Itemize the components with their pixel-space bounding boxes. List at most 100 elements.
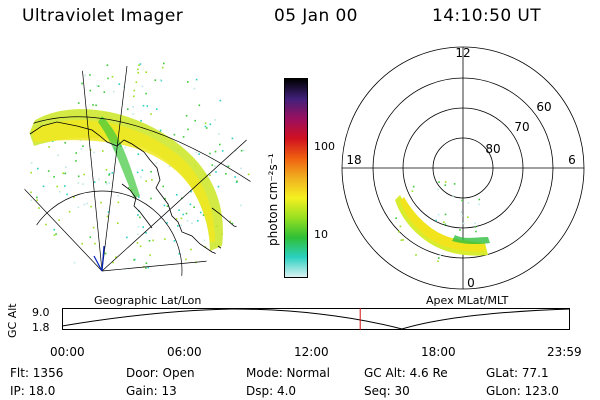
time-tick-1200: 12:00 <box>294 345 329 359</box>
speckle-pixel <box>105 181 107 183</box>
speckle-pixel <box>159 79 162 81</box>
speckle-pixel <box>92 104 94 106</box>
speckle-pixel <box>173 133 176 136</box>
speckle-pixel <box>108 174 110 176</box>
speckle-pixel <box>66 193 68 196</box>
colorbar-tick-100: 100 <box>314 140 335 153</box>
speckle-pixel <box>133 95 135 98</box>
speckle-pixel <box>112 261 114 264</box>
speckle-pixel <box>118 83 121 85</box>
speckle-pixel <box>93 181 96 183</box>
speckle-pixel <box>218 133 220 135</box>
speckle-pixel <box>102 150 104 152</box>
speckle-pixel <box>400 239 403 241</box>
speckle-pixel <box>77 102 80 104</box>
speckle-pixel <box>240 204 242 207</box>
speckle-pixel <box>145 92 147 95</box>
speckle-pixel <box>187 128 189 131</box>
speckle-pixel <box>77 206 80 209</box>
date-label: 05 Jan 00 <box>274 6 358 26</box>
geo-grid-lines <box>23 65 251 285</box>
mlt-label-0: 0 <box>467 276 475 290</box>
speckle-pixel <box>191 222 193 224</box>
time-tick-0600: 06:00 <box>167 345 202 359</box>
speckle-pixel <box>221 150 224 152</box>
speckle-pixel <box>62 172 65 174</box>
speckle-pixel <box>64 185 66 187</box>
speckle-pixel <box>474 222 476 225</box>
speckle-pixel <box>38 207 40 209</box>
speckle-pixel <box>30 191 32 194</box>
speckle-pixel <box>195 151 198 154</box>
speckle-pixel <box>64 172 67 175</box>
speckle-pixel <box>442 221 445 223</box>
speckle-pixel <box>98 178 100 181</box>
time-tick-0000: 00:00 <box>50 345 85 359</box>
speckle-pixel <box>197 220 199 222</box>
speckle-pixel <box>195 78 198 81</box>
speckle-pixel <box>231 222 234 225</box>
speckle-pixel <box>178 253 181 255</box>
speckle-pixel <box>107 211 110 213</box>
speckle-pixel <box>478 198 481 201</box>
speckle-pixel <box>198 153 200 155</box>
speckle-pixel <box>132 113 134 115</box>
alt-ytick-low: 1.8 <box>32 321 50 334</box>
speckle-pixel <box>137 233 139 236</box>
speckle-pixel <box>75 160 77 162</box>
speckle-pixel <box>42 185 45 188</box>
speckle-pixel <box>186 220 189 222</box>
speckle-pixel <box>219 143 221 146</box>
speckle-pixel <box>182 136 185 138</box>
speckle-pixel <box>137 214 139 216</box>
speckle-pixel <box>82 183 84 185</box>
speckle-pixel <box>103 91 106 93</box>
speckle-pixel <box>203 239 206 242</box>
speckle-pixel <box>152 239 154 242</box>
speckle-pixel <box>45 223 47 226</box>
speckle-pixel <box>97 85 100 87</box>
speckle-pixel <box>139 245 142 248</box>
speckle-pixel <box>56 185 58 188</box>
speckle-pixel <box>126 236 128 239</box>
speckle-pixel <box>145 262 148 264</box>
speckle-pixel <box>162 185 164 188</box>
speckle-pixel <box>185 212 188 215</box>
status-glon: GLon: 123.0 <box>486 384 559 398</box>
speckle-pixel <box>163 62 165 65</box>
speckle-pixel <box>214 165 216 167</box>
speckle-pixel <box>94 242 96 245</box>
speckle-pixel <box>199 211 202 214</box>
time-label: 14:10:50 UT <box>432 6 541 26</box>
speckle-pixel <box>73 261 76 264</box>
speckle-pixel <box>474 226 477 228</box>
speckle-pixel <box>475 230 477 233</box>
speckle-pixel <box>107 77 109 80</box>
speckle-pixel <box>138 196 140 198</box>
speckle-pixel <box>83 203 86 206</box>
speckle-pixel <box>185 114 188 117</box>
speckle-pixel <box>145 267 147 269</box>
speckle-pixel <box>154 79 157 81</box>
speckle-pixel <box>104 252 107 255</box>
speckle-pixel <box>412 185 415 188</box>
speckle-pixel <box>398 230 400 233</box>
speckle-pixel <box>113 90 115 93</box>
speckle-pixel <box>453 183 456 185</box>
speckle-pixel <box>159 129 162 132</box>
speckle-pixel <box>79 139 82 142</box>
speckle-pixel <box>190 248 192 251</box>
speckle-pixel <box>439 254 442 257</box>
speckle-pixel <box>139 216 141 219</box>
speckle-pixel <box>175 218 178 220</box>
speckle-pixel <box>225 173 227 175</box>
speckle-pixel <box>149 254 151 256</box>
speckle-pixel <box>198 104 201 107</box>
speckle-pixel <box>204 246 207 248</box>
speckle-pixel <box>435 219 437 222</box>
speckle-pixel <box>105 183 108 185</box>
speckle-pixel <box>204 122 207 125</box>
speckle-pixel <box>182 213 185 216</box>
speckle-pixel <box>155 162 158 164</box>
speckle-pixel <box>209 123 212 126</box>
